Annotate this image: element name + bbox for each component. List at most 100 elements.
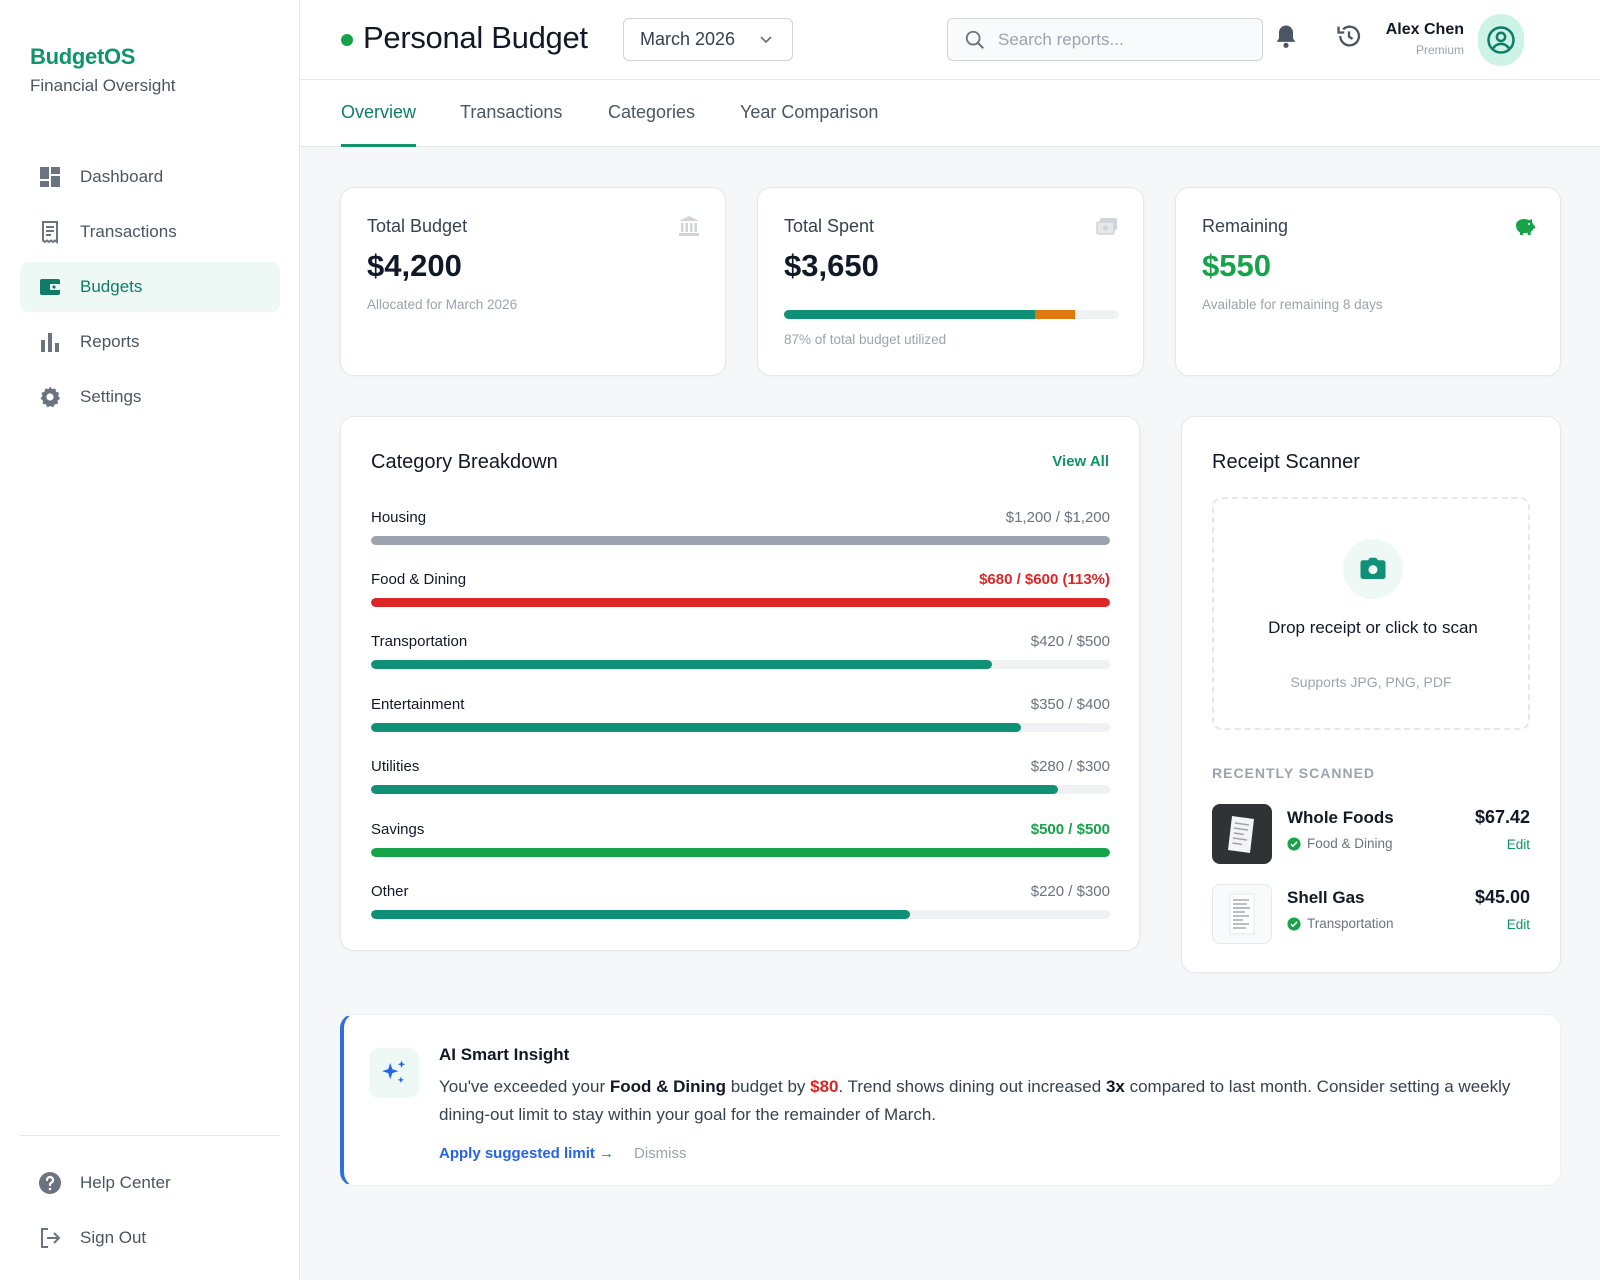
card-title: Receipt Scanner: [1212, 451, 1360, 473]
category-name: Food & Dining: [371, 571, 467, 588]
month-select[interactable]: March 2026: [623, 18, 793, 61]
total-spent-card: Total Spent $3,650 87% of total budget u…: [757, 187, 1144, 376]
sidebar-item-help-center[interactable]: Help Center: [20, 1158, 280, 1208]
view-all-link[interactable]: View All: [1052, 453, 1109, 470]
category-progress-bar: [371, 660, 1110, 669]
sidebar-item-reports[interactable]: Reports: [20, 317, 280, 367]
category-progress-bar: [371, 598, 1110, 607]
dropzone-supported-formats: Supports JPG, PNG, PDF: [1290, 674, 1452, 690]
remaining-card: Remaining $550 Available for remaining 8…: [1175, 187, 1561, 376]
tab-categories[interactable]: Categories: [608, 102, 696, 122]
receipt-merchant: Whole Foods: [1287, 808, 1394, 827]
insight-text: budget by: [726, 1077, 811, 1096]
insight-text: You've exceeded your: [439, 1077, 610, 1096]
total-budget-card: Total Budget $4,200 Allocated for March …: [340, 187, 726, 376]
insight-trend-multiplier: 3x: [1105, 1077, 1125, 1096]
receipt-edit-link[interactable]: Edit: [1506, 837, 1530, 852]
wallet-icon: [38, 275, 62, 299]
receipt-item[interactable]: Whole Foods Food & Dining $67.42 Edit: [1212, 804, 1530, 864]
tab-bar: Overview Transactions Categories Year Co…: [300, 80, 1600, 147]
bar-chart-icon: [38, 330, 62, 354]
sidebar-item-settings[interactable]: Settings: [20, 372, 280, 422]
receipt-edit-link[interactable]: Edit: [1506, 917, 1530, 932]
receipt-thumbnail: [1212, 804, 1272, 864]
piggy-bank-icon: [1516, 219, 1535, 235]
receipt-amount: $67.42: [1474, 807, 1530, 827]
search-box: [947, 18, 1263, 61]
category-name: Entertainment: [371, 696, 465, 713]
dismiss-button[interactable]: Dismiss: [634, 1145, 687, 1162]
insight-text: . Trend shows dining out increased: [838, 1077, 1106, 1096]
receipt-amount: $45.00: [1474, 887, 1530, 907]
recently-scanned-header: RECENTLY SCANNED: [1212, 765, 1376, 781]
category-progress-bar: [371, 536, 1110, 545]
sidebar-item-dashboard[interactable]: Dashboard: [20, 152, 280, 202]
category-progress-bar: [371, 910, 1110, 919]
receipt-dropzone[interactable]: Drop receipt or click to scan Supports J…: [1212, 497, 1530, 730]
sign-out-icon: [38, 1226, 62, 1250]
top-header: Personal Budget March 2026 Alex Chen Pre…: [300, 0, 1600, 80]
sidebar-item-label: Dashboard: [80, 167, 164, 186]
sidebar-bottom: Help Center Sign Out: [20, 1135, 280, 1268]
bell-icon[interactable]: [1272, 22, 1300, 50]
category-amount: $500 / $500: [1030, 821, 1110, 838]
sidebar-item-label: Settings: [80, 387, 142, 406]
stat-value: $4,200: [367, 248, 462, 283]
stat-label: Total Budget: [367, 216, 468, 236]
receipt-image-icon: [1228, 816, 1254, 853]
search-input[interactable]: [998, 29, 1238, 50]
receipt-icon: [38, 220, 62, 244]
chevron-down-icon: [760, 36, 772, 44]
receipt-merchant: Shell Gas: [1287, 888, 1365, 907]
receipt-category-label: Food & Dining: [1307, 836, 1393, 851]
apply-suggested-limit-button[interactable]: Apply suggested limit →: [439, 1145, 615, 1162]
cash-icon: [1096, 218, 1117, 235]
category-progress-fill: [371, 536, 1110, 545]
category-name: Utilities: [371, 758, 420, 775]
receipt-item[interactable]: Shell Gas Transportation $45.00 Edit: [1212, 884, 1530, 944]
category-breakdown-card: Category Breakdown View All Housing $1,2…: [340, 416, 1140, 951]
sidebar-item-label: Help Center: [80, 1173, 171, 1192]
sidebar: BudgetOS Financial Oversight Dashboard T…: [0, 0, 300, 1280]
sidebar-item-label: Reports: [80, 332, 140, 351]
sidebar-item-sign-out[interactable]: Sign Out: [20, 1213, 280, 1263]
tab-year-comparison[interactable]: Year Comparison: [740, 102, 879, 122]
insight-text: compared to last month. Consider setting…: [439, 1077, 1511, 1124]
check-circle-icon: [1287, 836, 1301, 851]
history-icon[interactable]: [1335, 22, 1363, 50]
stat-label: Remaining: [1202, 216, 1289, 236]
category-name: Housing: [371, 509, 427, 526]
category-progress-bar: [371, 723, 1110, 732]
tab-overview[interactable]: Overview: [341, 102, 417, 147]
category-progress-fill: [371, 848, 1110, 857]
category-amount: $350 / $400: [1030, 696, 1110, 713]
sidebar-item-budgets[interactable]: Budgets: [20, 262, 280, 312]
camera-icon: [1360, 557, 1386, 579]
spent-progress-bar: [784, 310, 1119, 319]
category-name: Transportation: [371, 633, 468, 650]
category-amount: $220 / $300: [1030, 883, 1110, 900]
tab-transactions[interactable]: Transactions: [460, 102, 563, 122]
category-amount: $680 / $600 (113%): [979, 571, 1110, 588]
sidebar-item-transactions[interactable]: Transactions: [20, 207, 280, 257]
sidebar-item-label: Budgets: [80, 277, 143, 296]
sidebar-nav: Dashboard Transactions Budgets Reports S…: [20, 152, 280, 427]
category-progress-fill: [371, 785, 1059, 794]
sparkle-icon: [382, 1060, 406, 1083]
user-avatar-icon: [1487, 26, 1515, 54]
check-circle-icon: [1287, 916, 1301, 931]
category-amount: $1,200 / $1,200: [1005, 509, 1110, 526]
category-progress-fill: [371, 660, 992, 669]
search-icon: [965, 30, 984, 49]
brand-logo[interactable]: BudgetOS: [30, 44, 136, 69]
stat-subtext: Available for remaining 8 days: [1202, 297, 1383, 312]
category-progress-bar: [371, 848, 1110, 857]
avatar[interactable]: [1478, 14, 1524, 66]
receipt-category-label: Transportation: [1307, 916, 1394, 931]
stat-value: $550: [1202, 248, 1271, 283]
category-progress-fill: [371, 723, 1022, 732]
sidebar-item-label: Transactions: [80, 222, 177, 241]
stat-label: Total Spent: [784, 216, 875, 236]
insight-category-highlight: Food & Dining: [609, 1077, 726, 1096]
dashboard-icon: [38, 165, 62, 189]
